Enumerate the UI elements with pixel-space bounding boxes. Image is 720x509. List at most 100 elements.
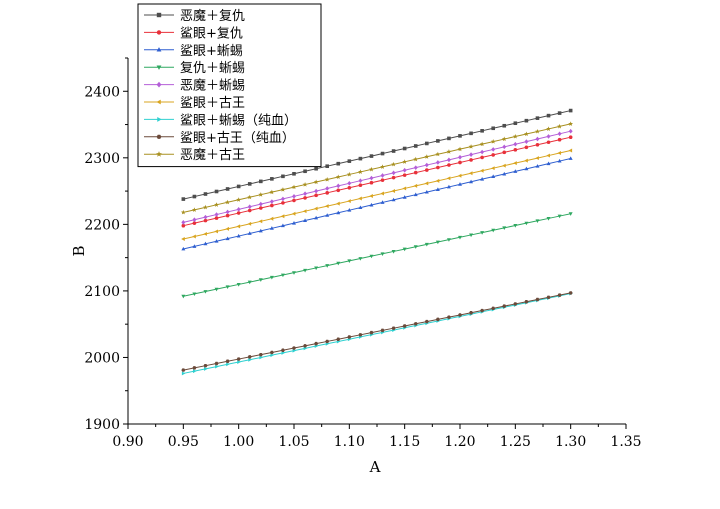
data-point	[203, 241, 208, 246]
data-point	[491, 147, 496, 152]
data-point	[380, 173, 385, 178]
legend-label: 鲨眼＋蜥蜴（纯血）	[180, 113, 297, 128]
data-point	[203, 363, 208, 368]
data-point	[380, 164, 385, 169]
data-point	[181, 246, 186, 251]
data-point	[281, 201, 285, 205]
data-point	[258, 278, 263, 282]
data-point	[424, 154, 430, 159]
data-point	[469, 131, 473, 136]
legend-swatch-marker	[156, 134, 162, 139]
legend-entry-7: 鲨眼＋蜥蜴（纯血）	[144, 113, 297, 128]
data-point	[469, 158, 473, 162]
data-point	[325, 264, 330, 268]
data-point	[303, 169, 307, 174]
data-point	[568, 108, 573, 113]
data-point	[491, 174, 496, 179]
data-point	[524, 166, 529, 171]
legend-label: 鲨眼+蜥蜴	[180, 44, 243, 59]
data-point	[269, 275, 274, 280]
data-point	[192, 221, 197, 225]
data-point	[447, 136, 451, 141]
data-point	[369, 202, 374, 207]
legend-box	[137, 3, 322, 168]
y-tick-label: 2000	[84, 350, 120, 366]
data-point	[424, 181, 429, 186]
data-point	[358, 205, 363, 210]
data-point	[192, 369, 197, 374]
data-point	[535, 116, 540, 120]
data-point	[358, 333, 363, 337]
data-point	[568, 148, 573, 153]
x-tick-label: 1.00	[223, 434, 254, 450]
data-point	[402, 186, 407, 191]
data-point	[247, 208, 252, 213]
data-point	[546, 295, 551, 300]
x-tick-label: 1.10	[334, 434, 365, 450]
data-point	[214, 212, 219, 217]
data-point	[491, 166, 495, 171]
legend-swatch-marker	[156, 81, 162, 88]
data-point	[203, 231, 207, 236]
data-point	[236, 233, 241, 238]
data-point	[524, 139, 529, 144]
data-point	[192, 217, 197, 223]
data-point	[192, 244, 197, 248]
data-point	[347, 259, 352, 264]
data-point	[380, 178, 385, 182]
data-point	[269, 199, 274, 204]
data-point	[524, 221, 529, 226]
data-point	[347, 180, 352, 186]
legend-label: 鲨眼＋古王	[180, 96, 245, 111]
data-point	[313, 179, 319, 185]
data-point	[458, 235, 462, 240]
data-point	[336, 261, 341, 266]
data-point	[280, 273, 285, 278]
x-tick-label: 1.30	[555, 434, 586, 450]
data-point	[258, 219, 263, 224]
data-point	[236, 207, 241, 212]
axes: 0.90 0.95 1.00 1.05 1.10 1.15 1.20 1.25 1.30 1.35…	[70, 57, 642, 476]
data-point	[347, 159, 352, 163]
data-point	[192, 207, 197, 212]
data-point	[435, 240, 440, 245]
data-point	[369, 180, 374, 185]
data-point	[524, 118, 529, 123]
data-point	[314, 166, 318, 171]
data-point	[391, 188, 396, 193]
data-point	[369, 175, 374, 181]
data-point	[347, 208, 352, 212]
data-point	[291, 211, 296, 216]
data-point	[269, 350, 274, 355]
data-point	[491, 228, 496, 233]
data-point	[402, 167, 407, 173]
data-point	[502, 150, 507, 155]
data-point	[491, 153, 496, 157]
data-point	[380, 191, 384, 196]
data-point	[225, 236, 230, 241]
x-tick-label: 1.20	[444, 434, 475, 450]
data-point	[557, 131, 562, 137]
data-point	[358, 257, 363, 261]
data-point	[480, 129, 484, 133]
data-point	[435, 178, 440, 183]
data-point	[568, 128, 573, 134]
data-point	[524, 131, 529, 137]
series-line	[183, 293, 571, 374]
data-point	[203, 290, 208, 294]
data-point	[358, 178, 363, 184]
legend-label: 鲨眼+复仇	[180, 26, 243, 41]
data-point	[402, 159, 408, 164]
data-point	[402, 195, 407, 199]
series-line	[183, 213, 571, 297]
data-point	[535, 128, 540, 134]
data-point	[391, 197, 396, 202]
data-point	[546, 126, 551, 131]
data-point	[214, 216, 219, 220]
legend-entry-9: 恶魔＋古王	[144, 148, 245, 163]
data-point	[469, 311, 474, 315]
legend-entry-4: 复仇＋蜥蜴	[144, 61, 245, 76]
data-point	[270, 177, 274, 181]
data-point	[402, 324, 407, 328]
data-point	[458, 154, 462, 160]
